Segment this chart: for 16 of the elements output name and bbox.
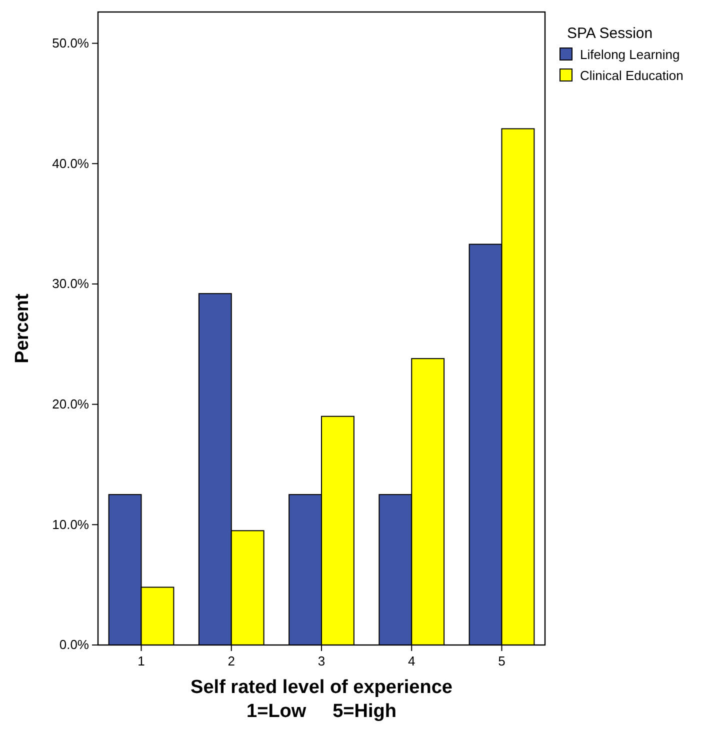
y-tick-label: 30.0%: [52, 276, 90, 292]
legend-label: Lifelong Learning: [580, 47, 680, 62]
x-tick-label: 5: [498, 654, 506, 669]
y-axis-title: Percent: [12, 292, 33, 364]
x-tick-label: 1: [138, 654, 145, 669]
y-tick-label: 20.0%: [52, 396, 90, 412]
legend-label: Clinical Education: [580, 68, 684, 83]
y-tick-label: 50.0%: [52, 35, 90, 50]
x-tick-label: 3: [318, 654, 326, 669]
legend-title: SPA Session: [567, 25, 653, 42]
x-tick-label: 2: [228, 654, 235, 669]
y-tick-label: 10.0%: [52, 516, 90, 532]
y-tick-label: 40.0%: [52, 156, 90, 171]
x-tick-label: 4: [408, 654, 416, 669]
y-tick-label: 0.0%: [59, 637, 90, 652]
x-axis-title: Self rated level of experience 1=Low 5=High: [190, 677, 452, 722]
